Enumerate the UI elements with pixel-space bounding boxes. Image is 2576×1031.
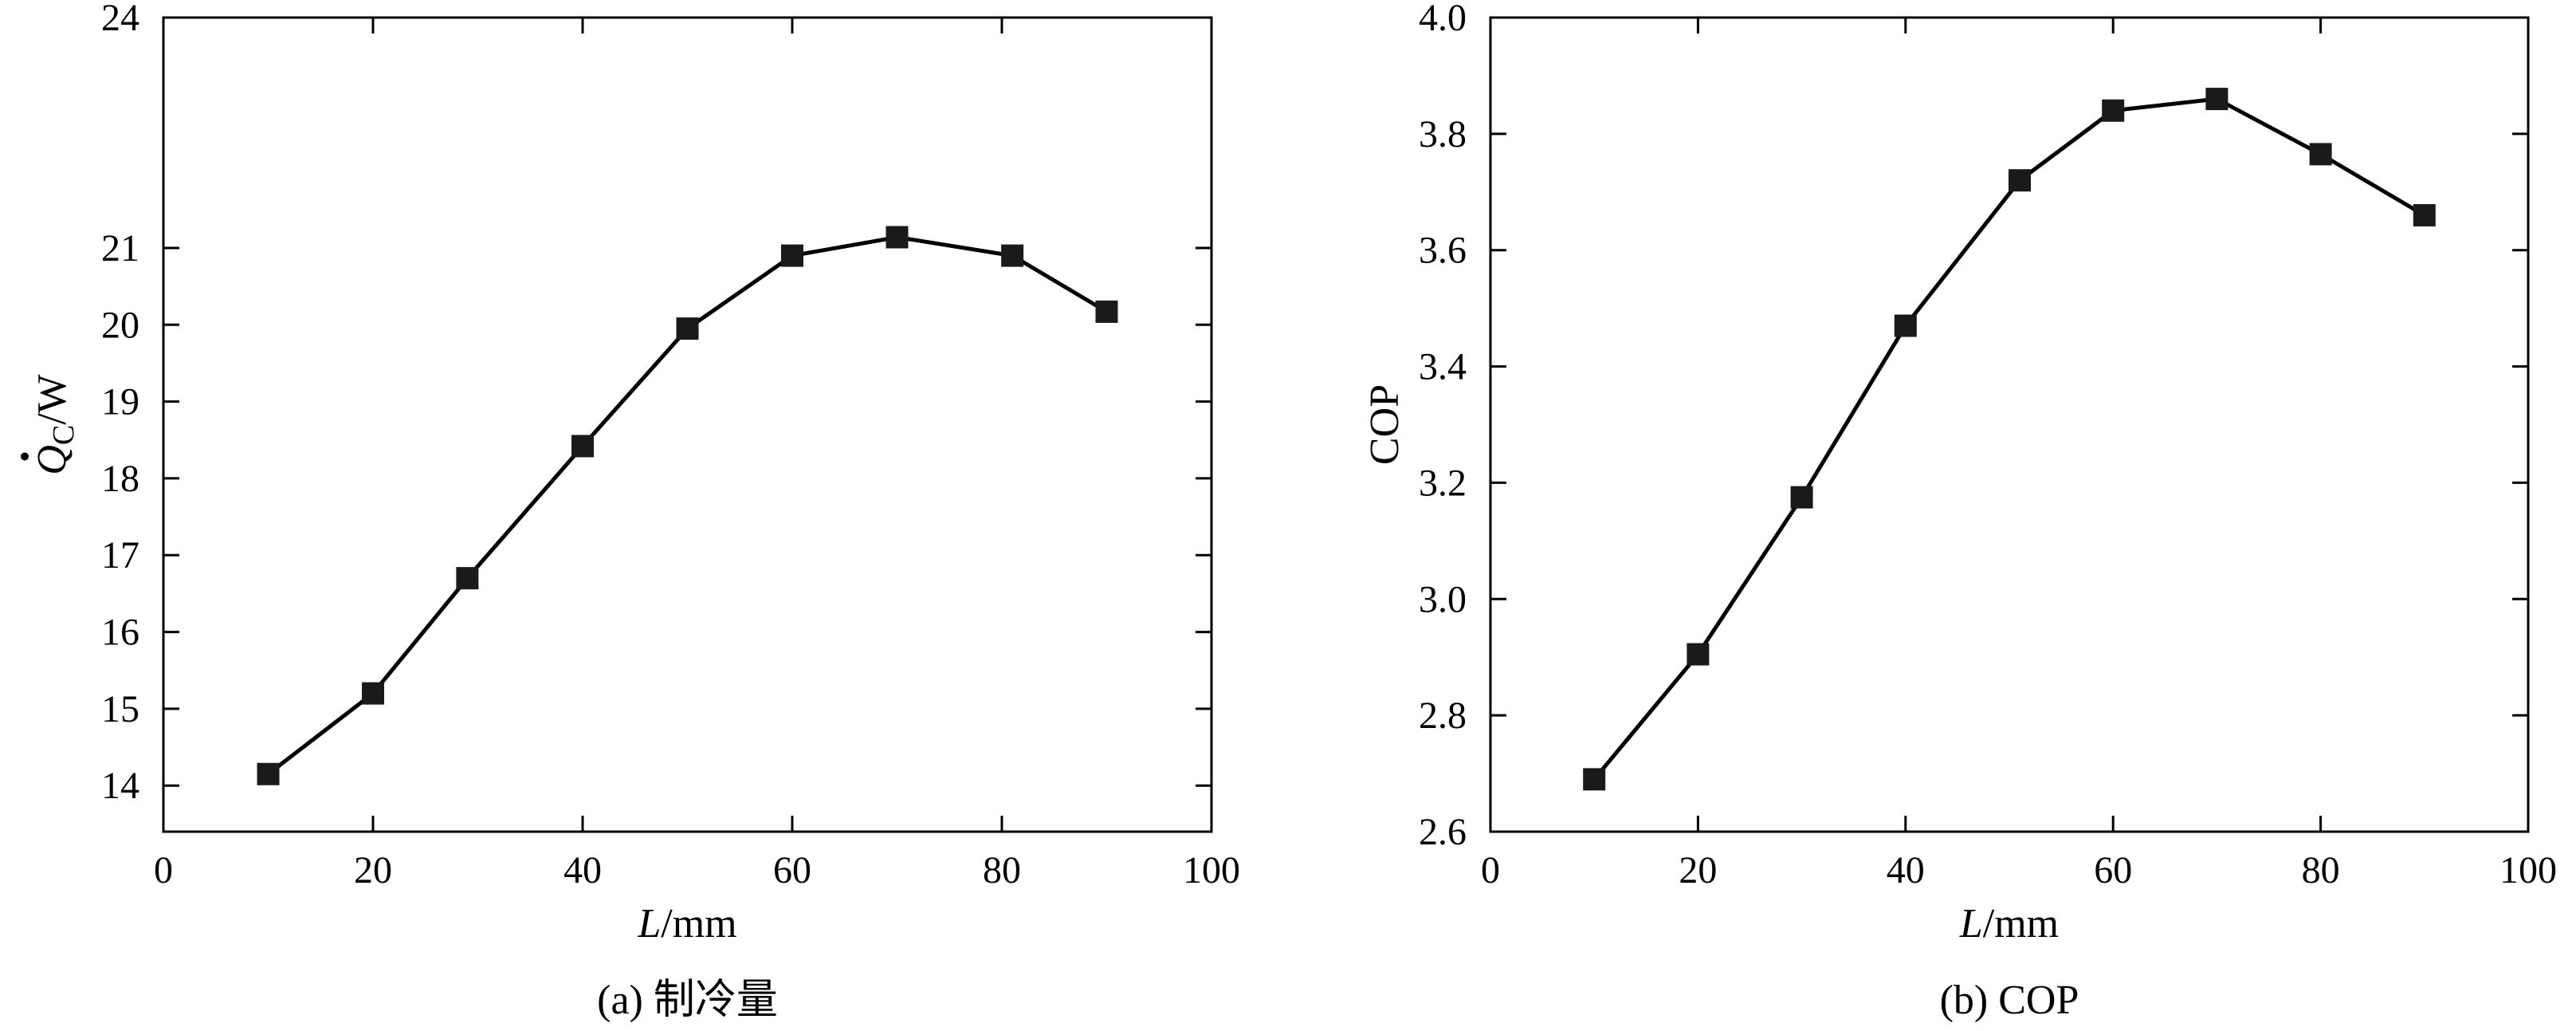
data-point xyxy=(1583,768,1606,791)
y-axis-label-subscript: C xyxy=(47,425,80,445)
data-point xyxy=(456,567,479,590)
y-tick-label: 17 xyxy=(101,534,139,576)
x-tick-label: 100 xyxy=(1183,849,1240,891)
x-tick-label: 20 xyxy=(1679,849,1717,891)
data-point xyxy=(2205,88,2228,111)
y-axis-label-symbol: Q xyxy=(29,445,75,475)
data-point xyxy=(781,244,803,267)
x-tick-label: 0 xyxy=(154,849,173,891)
y-tick-label: 2.6 xyxy=(1419,811,1467,853)
panel-caption: (a) 制冷量 xyxy=(597,978,778,1023)
y-tick-label: 3.4 xyxy=(1419,346,1467,388)
x-tick-label: 80 xyxy=(2302,849,2340,891)
svg-text:COP: COP xyxy=(1362,384,1408,465)
y-tick-label: 3.8 xyxy=(1419,113,1467,155)
plot-frame xyxy=(1489,16,2530,833)
x-tick-label: 0 xyxy=(1481,849,1500,891)
x-tick-label: 100 xyxy=(2499,849,2557,891)
y-tick-label: 15 xyxy=(101,688,139,730)
x-tick-label: 60 xyxy=(2094,849,2132,891)
y-axis-ticks: 14 15 16 17 18 19 20 21 24 xyxy=(101,0,1211,807)
data-point xyxy=(2413,203,2436,226)
y-tick-label: 4.0 xyxy=(1419,0,1467,39)
y-tick-label: 24 xyxy=(101,0,139,39)
y-axis-label: COP xyxy=(1362,384,1408,465)
x-axis-ticks: 0 20 40 60 80 100 xyxy=(1481,18,2557,891)
y-tick-label: 19 xyxy=(101,381,139,423)
y-tick-label: 2.8 xyxy=(1419,695,1467,737)
y-tick-label: 3.0 xyxy=(1419,578,1467,620)
data-point xyxy=(1790,486,1813,509)
y-tick-label: 14 xyxy=(101,765,139,807)
panel-cooling-capacity: 0 20 40 60 80 100 14 15 16 17 18 19 20 21 24 L/mm QC/… xyxy=(21,0,1240,1023)
x-tick-label: 20 xyxy=(354,849,392,891)
data-point xyxy=(886,226,909,249)
plot-frame xyxy=(162,16,1213,833)
data-point xyxy=(1095,300,1118,323)
x-tick-label: 60 xyxy=(773,849,811,891)
data-point xyxy=(1894,314,1917,337)
cooling-capacity-markers xyxy=(257,226,1118,785)
cop-markers xyxy=(1583,88,2436,791)
data-point xyxy=(1687,643,1710,666)
data-point xyxy=(2102,99,2125,122)
y-tick-label: 16 xyxy=(101,612,139,654)
y-axis-ticks: 2.6 2.8 3.0 3.2 3.4 3.6 3.8 4.0 xyxy=(1419,0,2528,853)
x-axis-ticks: 0 20 40 60 80 100 xyxy=(154,18,1240,891)
data-point xyxy=(362,682,384,705)
y-tick-label: 3.2 xyxy=(1419,462,1467,504)
x-tick-label: 80 xyxy=(983,849,1021,891)
x-axis-label: L/mm xyxy=(1959,901,2059,946)
x-tick-label: 40 xyxy=(564,849,602,891)
data-point xyxy=(1001,244,1024,267)
y-tick-label: 21 xyxy=(101,227,139,270)
x-axis-label: L/mm xyxy=(637,901,736,946)
cop-line xyxy=(1592,96,2426,781)
y-tick-label: 20 xyxy=(101,304,139,346)
data-point xyxy=(571,435,594,458)
data-point xyxy=(2009,169,2032,192)
y-tick-label: 3.6 xyxy=(1419,230,1467,272)
derivative-dot xyxy=(21,452,29,461)
data-point xyxy=(676,317,699,340)
y-axis-label-unit: /W xyxy=(29,374,75,425)
x-tick-label: 40 xyxy=(1887,849,1925,891)
y-axis-label: QC/W xyxy=(21,374,80,475)
panel-caption: (b) COP xyxy=(1940,978,2079,1023)
panel-cop: 0 20 40 60 80 100 2.6 2.8 3.0 3.2 3.4 3.6 3.8 4.0 L/… xyxy=(1362,0,2557,1023)
data-point xyxy=(2309,143,2332,166)
data-point xyxy=(257,762,280,785)
svg-text:QC/W: QC/W xyxy=(29,374,80,474)
y-tick-label: 18 xyxy=(101,458,139,500)
